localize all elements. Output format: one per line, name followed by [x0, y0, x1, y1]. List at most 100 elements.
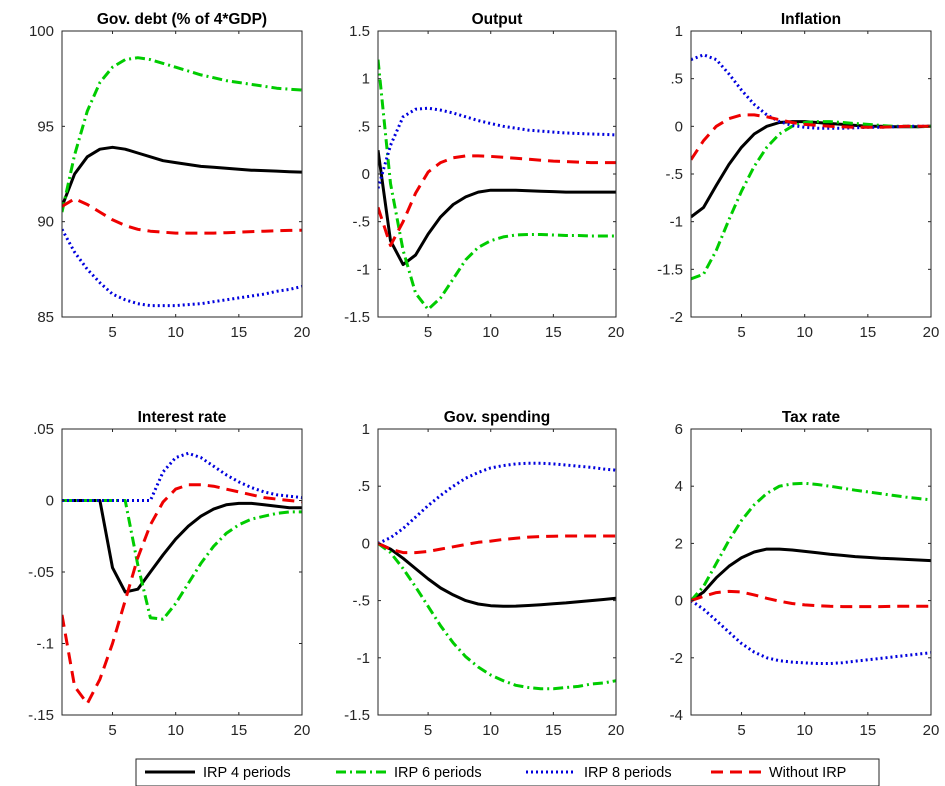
panel-title: Output: [472, 11, 523, 28]
series-line-noirp: [691, 113, 931, 161]
legend-label-noirp: Without IRP: [769, 765, 846, 781]
series-line-irp6: [62, 56, 302, 213]
y-tick-label: .05: [33, 421, 54, 438]
x-tick-label: 20: [608, 324, 625, 341]
axes-box: [690, 428, 932, 716]
panel-1: 85 90 95 100 5 10 15 20 Gov. debt (% of 4*GDP): [29, 11, 310, 341]
panel-title: Gov. debt (% of 4*GDP): [97, 11, 267, 28]
series-line-irp4: [62, 499, 302, 594]
x-tick-label: 20: [923, 722, 940, 739]
y-tick-label: -.1: [36, 636, 54, 653]
panel-title: Tax rate: [782, 409, 841, 426]
y-tick-label: -.5: [352, 214, 370, 231]
series-line-irp6: [62, 499, 302, 621]
y-tick-label: 1: [675, 23, 683, 40]
x-tick-label: 15: [545, 722, 562, 739]
y-tick-label: 6: [675, 421, 683, 438]
y-tick-label: -1.5: [657, 261, 683, 278]
series-line-noirp: [62, 483, 302, 706]
x-tick-label: 5: [424, 722, 432, 739]
y-tick-label: 95: [37, 118, 54, 135]
series-line-irp6: [378, 59, 616, 311]
series-line-irp8: [691, 599, 931, 665]
y-tick-label: 0: [46, 493, 54, 510]
series-group: [62, 451, 302, 706]
panel-title: Interest rate: [138, 409, 227, 426]
y-tick-label: -1: [357, 650, 370, 667]
legend-label-irp6: IRP 6 periods: [394, 765, 482, 781]
series-line-irp8: [378, 461, 616, 545]
series-line-irp4: [378, 542, 616, 608]
x-tick-label: 5: [737, 722, 745, 739]
x-tick-label: 20: [923, 324, 940, 341]
x-tick-label: 15: [230, 722, 247, 739]
y-tick-label: -2: [670, 309, 683, 326]
x-tick-label: 10: [167, 324, 184, 341]
axes-box: [61, 428, 303, 716]
y-tick-label: .5: [670, 71, 683, 88]
y-tick-label: -1.5: [344, 707, 370, 724]
y-tick-label: -1: [670, 214, 683, 231]
panel-2: -1.5 -1 -.5 0 .5 1 1.5 5 10 15 20 Output: [344, 11, 624, 341]
series-line-irp6: [691, 120, 931, 281]
axes-box: [61, 30, 303, 318]
x-tick-label: 20: [294, 722, 311, 739]
series-line-irp8: [378, 106, 616, 189]
series-line-noirp: [691, 589, 931, 609]
x-tick-label: 10: [482, 324, 499, 341]
x-tick-label: 15: [859, 722, 876, 739]
y-tick-label: 0: [362, 166, 370, 183]
x-tick-label: 15: [859, 324, 876, 341]
y-tick-label: -1: [357, 261, 370, 278]
series-line-irp4: [691, 120, 931, 219]
y-tick-label: .5: [357, 118, 370, 135]
y-tick-label: -.5: [665, 166, 683, 183]
series-group: [378, 461, 616, 691]
x-tick-label: 5: [108, 324, 116, 341]
series-line-irp8: [691, 53, 931, 130]
x-tick-label: 10: [167, 722, 184, 739]
series-line-irp4: [62, 145, 302, 207]
panel-4: -.15 -.1 -.05 0 .05 5 10 15 20 Interest rate: [28, 409, 310, 739]
y-tick-label: -.15: [28, 707, 54, 724]
x-tick-label: 15: [230, 324, 247, 341]
y-tick-label: 100: [29, 23, 54, 40]
series-line-irp4: [378, 149, 616, 267]
y-tick-label: .5: [357, 478, 370, 495]
series-group: [378, 59, 616, 311]
y-tick-label: -.5: [352, 593, 370, 610]
series-line-irp6: [691, 481, 931, 602]
y-tick-label: 90: [37, 214, 54, 231]
series-line-noirp: [62, 197, 302, 235]
x-tick-label: 10: [796, 722, 813, 739]
y-tick-label: 0: [362, 535, 370, 552]
x-tick-label: 5: [424, 324, 432, 341]
y-tick-label: 1: [362, 71, 370, 88]
x-tick-label: 10: [796, 324, 813, 341]
series-line-noirp: [378, 154, 616, 247]
y-tick-label: 85: [37, 309, 54, 326]
series-group: [62, 56, 302, 308]
legend-label-irp4: IRP 4 periods: [203, 765, 291, 781]
series-line-irp6: [378, 542, 616, 691]
y-tick-label: 0: [675, 593, 683, 610]
x-tick-label: 5: [737, 324, 745, 341]
panel-title: Inflation: [781, 11, 841, 28]
y-tick-label: -.05: [28, 564, 54, 581]
y-tick-label: -4: [670, 707, 683, 724]
x-tick-label: 20: [608, 722, 625, 739]
legend: IRP 4 periods IRP 6 periods IRP 8 periods W…: [135, 758, 880, 786]
series-group: [691, 481, 931, 665]
panel-6: -4 -2 0 2 4 6 5 10 15 20 Tax rate: [670, 409, 940, 739]
axes-box: [690, 30, 932, 318]
series-line-irp8: [62, 451, 302, 502]
x-tick-label: 15: [545, 324, 562, 341]
series-line-irp8: [62, 228, 302, 308]
y-tick-label: 1: [362, 421, 370, 438]
y-tick-label: 2: [675, 535, 683, 552]
y-tick-label: 0: [675, 118, 683, 135]
x-tick-label: 10: [482, 722, 499, 739]
